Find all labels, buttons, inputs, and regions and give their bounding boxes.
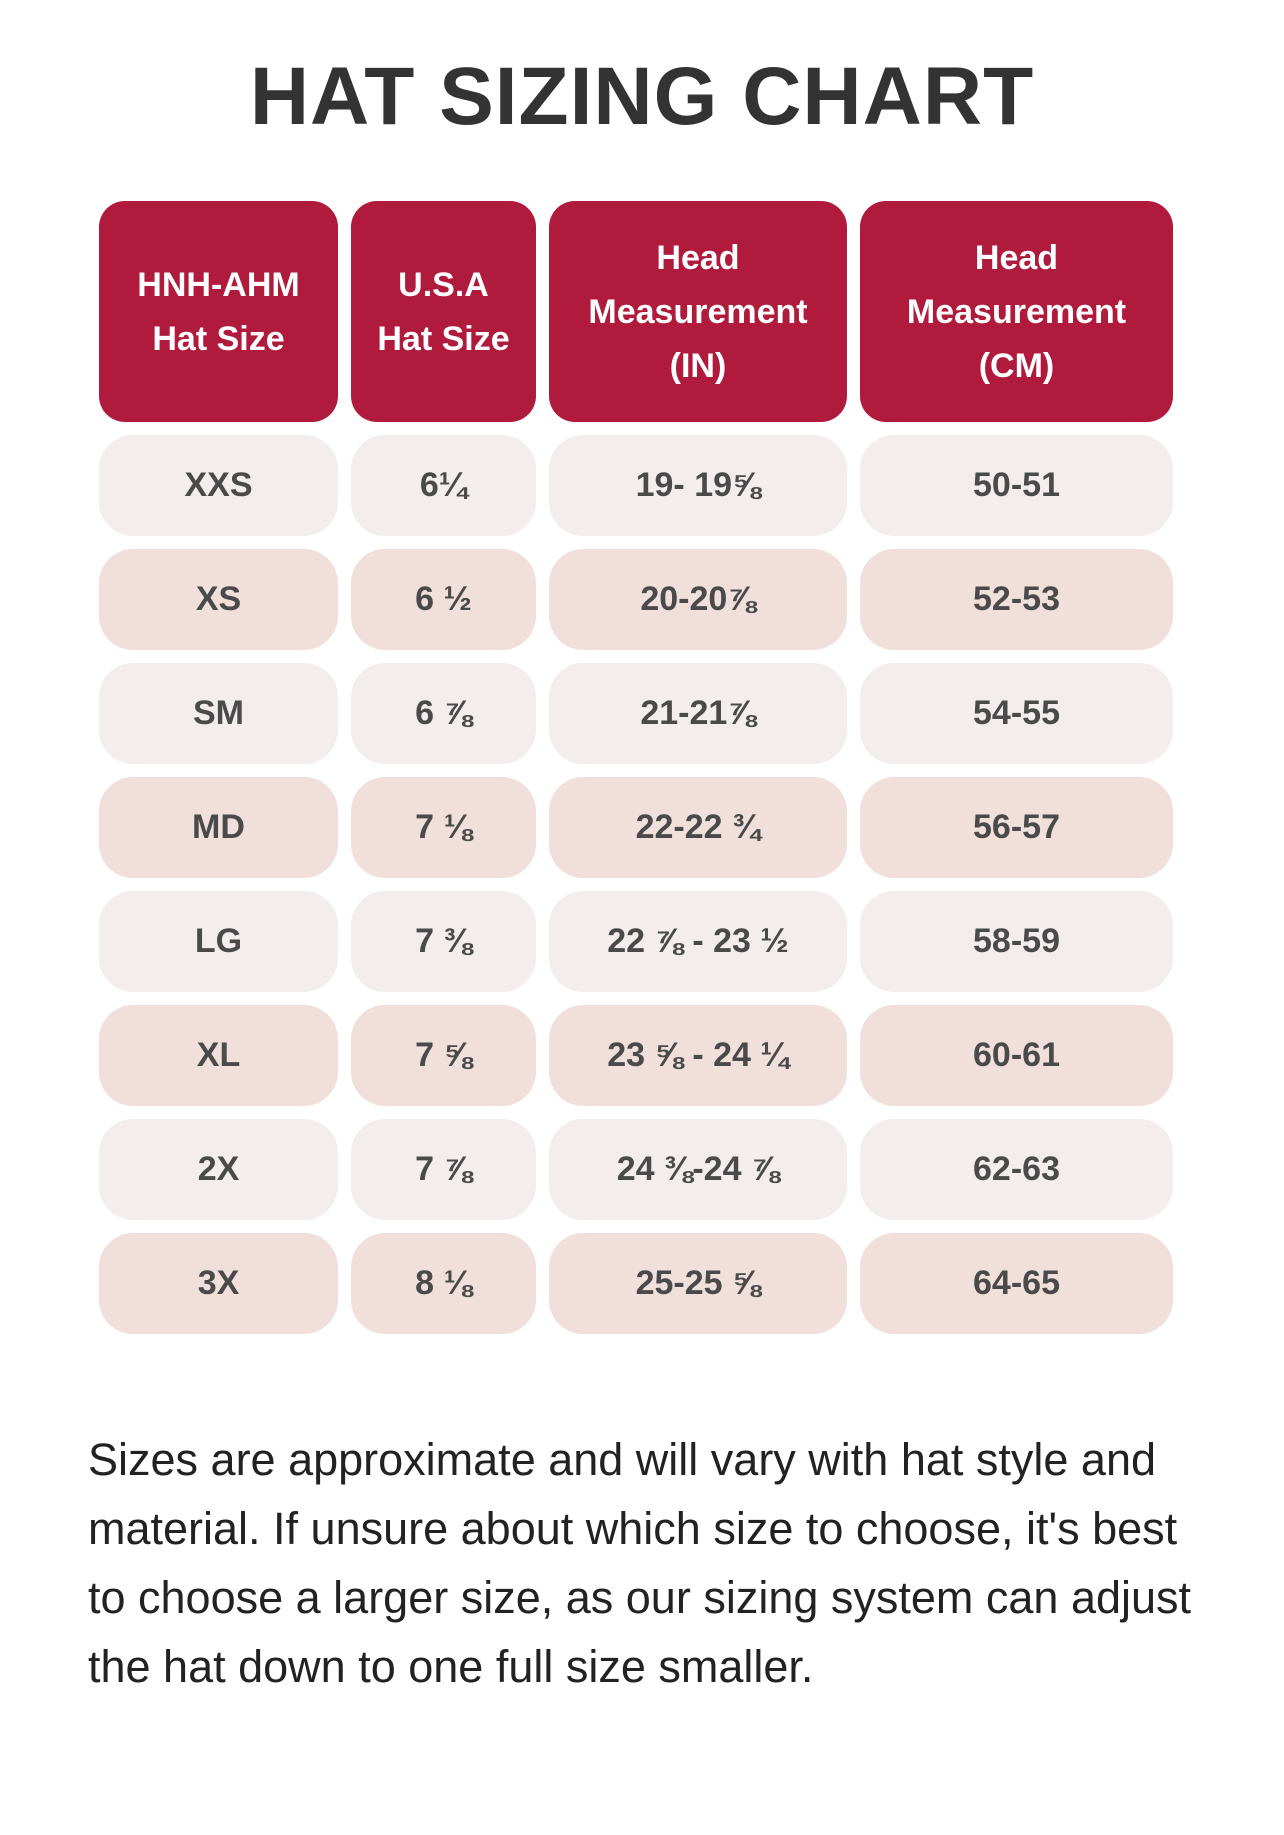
note: Sizes are approximate and will vary with… [88,1434,1192,1692]
table-cell: 56-57 [860,777,1173,878]
header-cell: HNH-AHM Hat Size [99,201,338,422]
header-cell: Head Measurement (CM) [860,201,1173,422]
size-table: HNH-AHM Hat Size U.S.A Hat Size Head Measu… [99,201,1173,1334]
table-cell: LG [99,891,338,992]
table-cell: 22-22 ¾ [549,777,847,878]
table-cell: 54-55 [860,663,1173,764]
table-cell: 6 ½ [351,549,536,650]
table-cell: 60-61 [860,1005,1173,1106]
table-cell: 7 ⅞ [351,1119,536,1220]
table-cell: 6¼ [351,435,536,536]
table-cell: 6 ⅞ [351,663,536,764]
table-cell: SM [99,663,338,764]
title: HAT SIZING CHART [249,51,1035,142]
table-cell: 20-20⅞ [549,549,847,650]
header-cell: Head Measurement (IN) [549,201,847,422]
table-cell: 64-65 [860,1233,1173,1334]
table-cell: XS [99,549,338,650]
table-cell: 62-63 [860,1119,1173,1220]
table-cell: 7 ⅛ [351,777,536,878]
header-cell: U.S.A Hat Size [351,201,536,422]
table-cell: 8 ⅛ [351,1233,536,1334]
table-cell: XXS [99,435,338,536]
table-cell: 25-25 ⅝ [549,1233,847,1334]
table-cell: 22 ⅞ - 23 ½ [549,891,847,992]
table-cell: 7 ⅜ [351,891,536,992]
table-cell: 7 ⅝ [351,1005,536,1106]
table-cell: MD [99,777,338,878]
table-cell: 24 ⅜-24 ⅞ [549,1119,847,1220]
table-cell: 3X [99,1233,338,1334]
table-cell: XL [99,1005,338,1106]
table-cell: 52-53 [860,549,1173,650]
table-cell: 50-51 [860,435,1173,536]
table-cell: 21-21⅞ [549,663,847,764]
table-cell: 19- 19⅝ [549,435,847,536]
table-cell: 23 ⅝ - 24 ¼ [549,1005,847,1106]
table-cell: 58-59 [860,891,1173,992]
table-cell: 2X [99,1119,338,1220]
